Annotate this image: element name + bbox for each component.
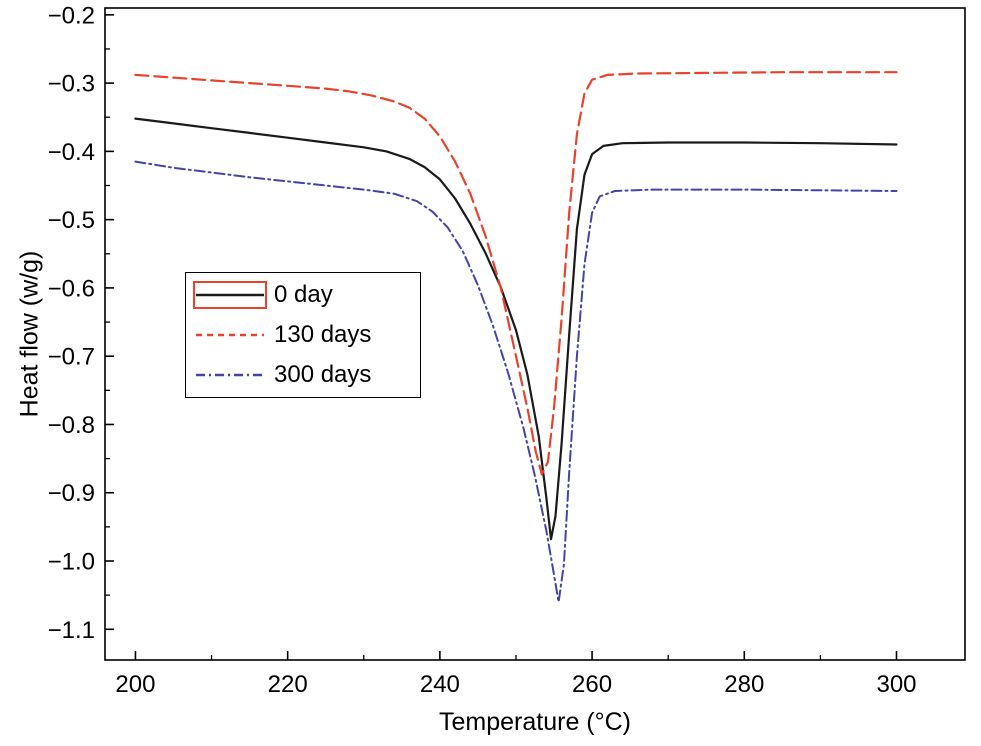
x-tick-label: 220 — [268, 671, 308, 698]
legend: 0 day 130 days 300 days — [185, 272, 421, 398]
legend-label-0-day: 0 day — [274, 281, 333, 308]
legend-item-0-day: 0 day — [192, 280, 414, 310]
y-tick-label: −0.2 — [48, 2, 95, 29]
y-tick-label: −1.1 — [48, 617, 95, 644]
y-tick-label: −0.4 — [48, 139, 95, 166]
legend-label-130-days: 130 days — [274, 321, 372, 348]
plot-frame — [104, 7, 966, 661]
legend-key-130-days-icon — [196, 333, 264, 337]
y-axis-label: Heat flow (w/g) — [15, 250, 44, 418]
x-tick-label: 200 — [115, 671, 155, 698]
legend-label-300-days: 300 days — [274, 361, 372, 388]
x-tick-label: 300 — [876, 671, 916, 698]
series-curve — [134, 71, 898, 476]
x-tick-label: 260 — [572, 671, 612, 698]
x-tick-label: 280 — [724, 671, 764, 698]
y-tick-label: −0.8 — [48, 412, 95, 439]
series-curve — [134, 117, 898, 541]
legend-key-300-days-icon — [196, 373, 264, 377]
y-tick-label: −0.9 — [48, 480, 95, 507]
y-tick-label: −0.5 — [48, 207, 95, 234]
y-tick-label: −0.3 — [48, 71, 95, 98]
y-tick-label: −1.0 — [48, 549, 95, 576]
legend-key-0-day-icon — [193, 281, 267, 309]
y-tick-label: −0.7 — [48, 344, 95, 371]
x-tick-label: 240 — [420, 671, 460, 698]
legend-item-130-days: 130 days — [192, 320, 414, 350]
y-tick-label: −0.6 — [48, 275, 95, 302]
legend-item-300-days: 300 days — [192, 360, 414, 390]
series-curve — [134, 160, 898, 603]
x-axis-label: Temperature (°C) — [439, 708, 631, 736]
legend-key-box — [193, 281, 267, 309]
